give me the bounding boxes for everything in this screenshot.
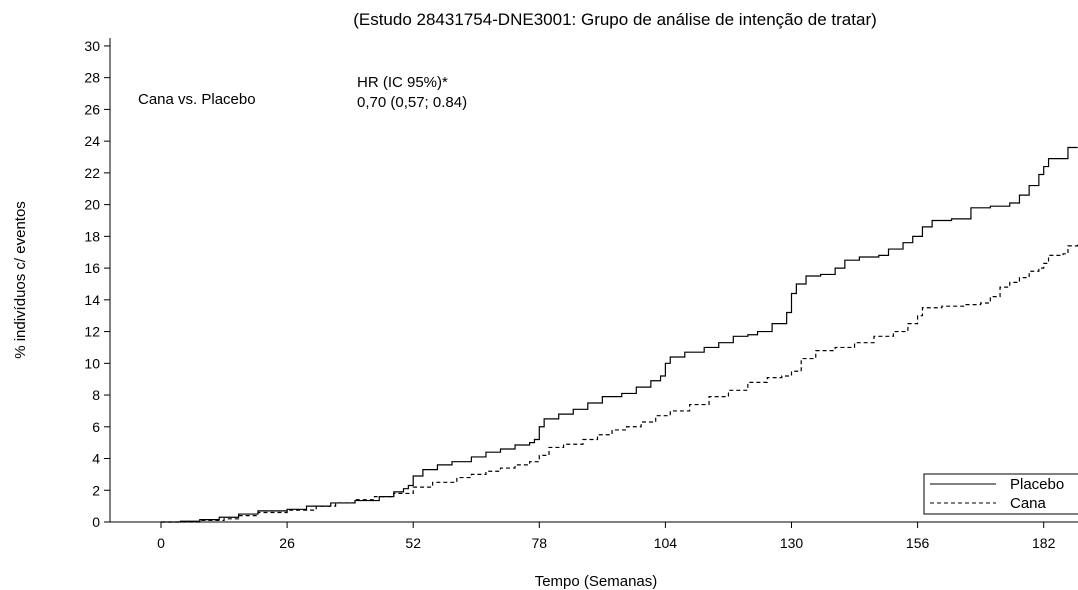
legend: Placebo Cana	[923, 473, 1078, 515]
y-tick-label: 24	[84, 133, 100, 149]
y-tick-label: 26	[84, 101, 100, 117]
chart-title: (Estudo 28431754-DNE3001: Grupo de análi…	[353, 10, 877, 29]
y-tick-label: 8	[92, 387, 100, 403]
legend-box	[923, 473, 1078, 515]
x-tick-label: 130	[780, 535, 804, 551]
hr-header: HR (IC 95%)*	[357, 74, 448, 91]
y-tick-label: 0	[92, 514, 100, 530]
y-tick-label: 4	[92, 451, 100, 467]
y-tick-label: 2	[92, 482, 100, 498]
x-tick-label: 26	[279, 535, 295, 551]
hr-value: 0,70 (0,57; 0.84)	[357, 94, 467, 111]
y-tick-label: 6	[92, 419, 100, 435]
series-line-cana	[161, 244, 1078, 523]
series-line-placebo	[161, 146, 1078, 523]
y-tick-label: 14	[84, 292, 100, 308]
y-tick-label: 30	[84, 38, 100, 54]
x-ticks: 0 26 52 78 104 130 156 182	[157, 522, 1056, 551]
y-tick-label: 28	[84, 70, 100, 86]
y-tick-label: 18	[84, 228, 100, 244]
y-tick-label: 20	[84, 197, 100, 213]
legend-label-placebo: Placebo	[1010, 476, 1064, 493]
y-tick-label: 12	[84, 324, 100, 340]
y-tick-label: 10	[84, 355, 100, 371]
x-tick-label: 0	[157, 535, 165, 551]
x-tick-label: 156	[906, 535, 930, 551]
comparison-label: Cana vs. Placebo	[138, 91, 256, 108]
x-tick-label: 182	[1032, 535, 1056, 551]
x-axis-label: Tempo (Semanas)	[535, 573, 658, 590]
y-tick-label: 16	[84, 260, 100, 276]
x-axis: 0 26 52 78 104 130 156 182	[110, 521, 1078, 551]
y-tick-label: 22	[84, 165, 100, 181]
y-axis-label: % indivíduos c/ eventos	[12, 201, 29, 359]
x-tick-label: 52	[405, 535, 421, 551]
series-layer	[161, 146, 1078, 523]
x-tick-label: 78	[532, 535, 548, 551]
x-tick-label: 104	[654, 535, 678, 551]
legend-label-cana: Cana	[1010, 495, 1047, 512]
